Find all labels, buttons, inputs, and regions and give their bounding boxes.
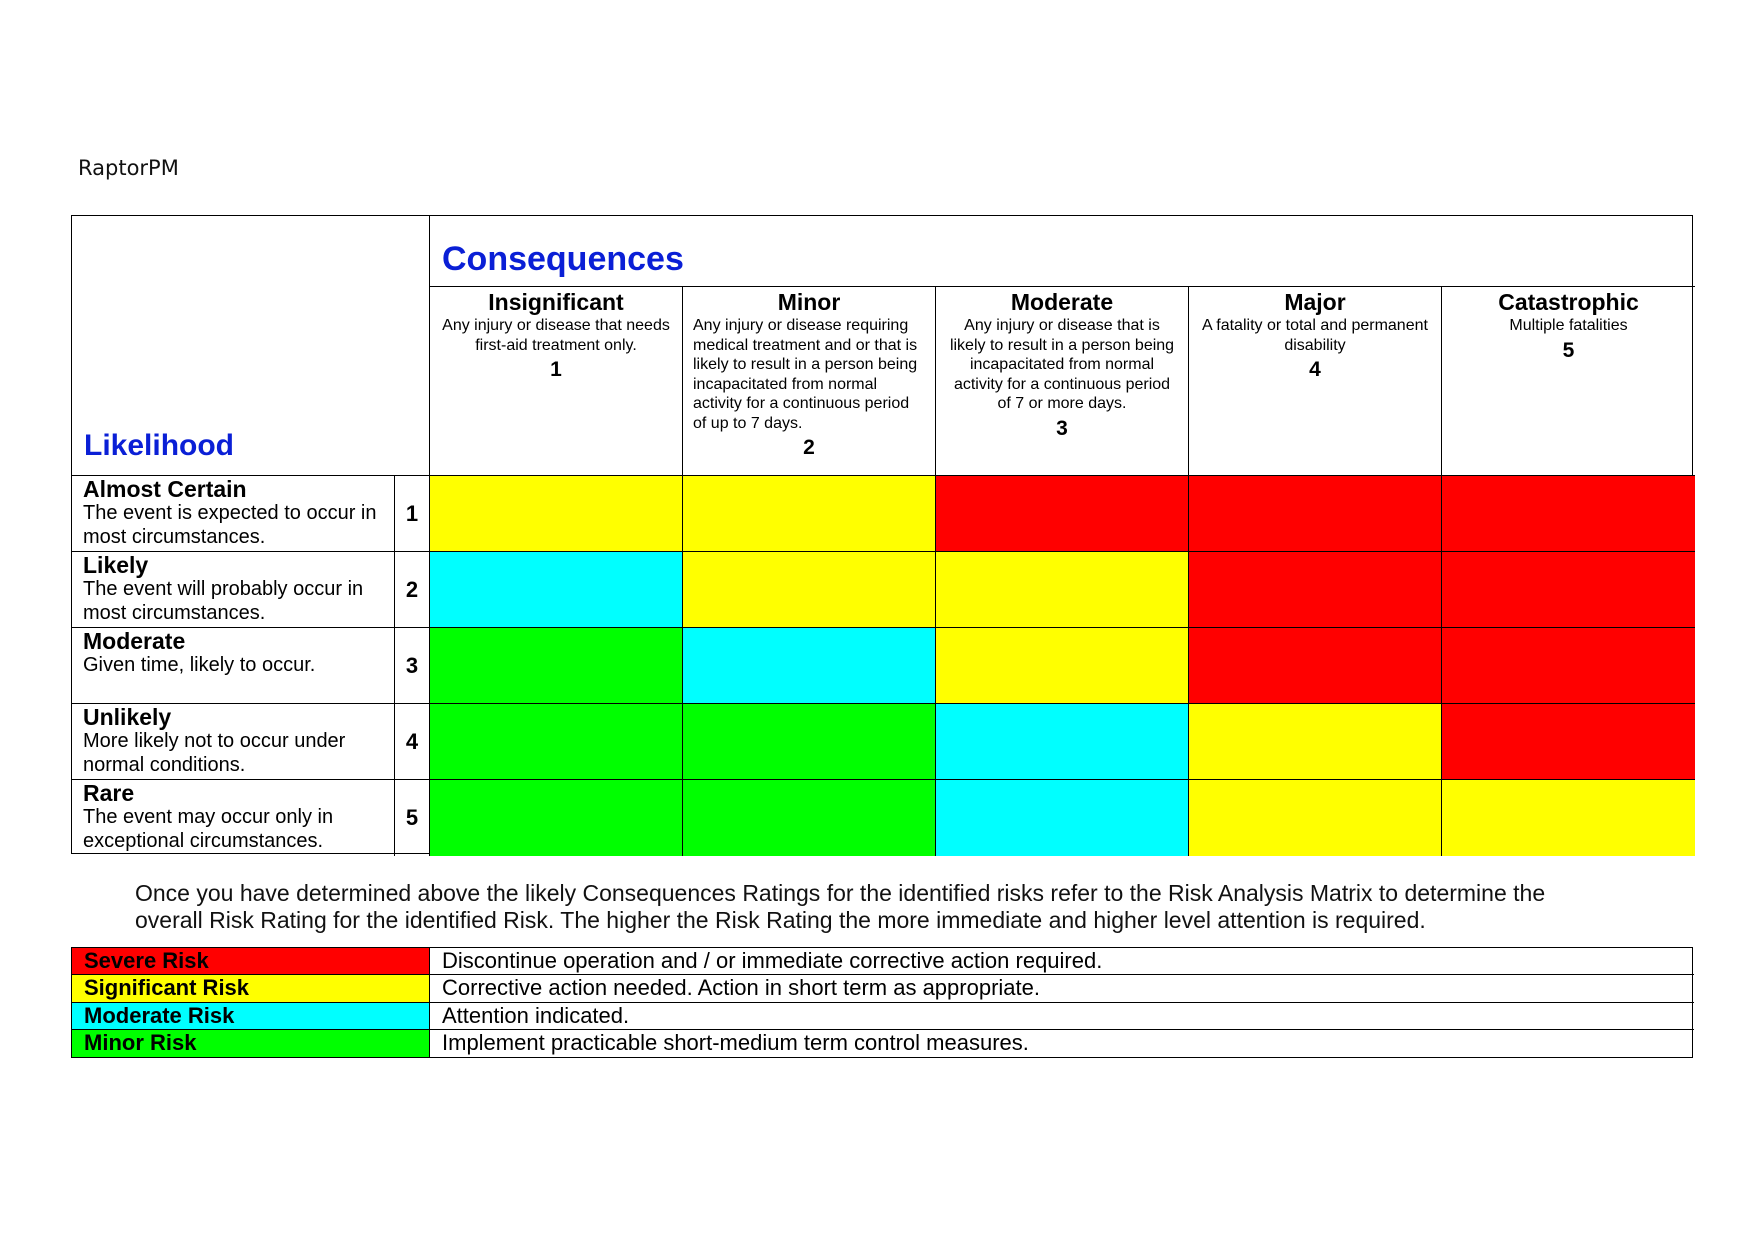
risk-cell-significant (430, 476, 683, 552)
likelihood-title: Likely (83, 552, 149, 578)
likelihood-title: Rare (83, 780, 135, 806)
risk-cell-minor (683, 780, 936, 856)
consequence-description: Any injury or disease that is likely to … (949, 317, 1175, 412)
likelihood-title: Moderate (83, 628, 186, 654)
consequence-header: Catastrophic Multiple fatalities 5 (1442, 287, 1695, 476)
legend-risk-name: Moderate Risk (72, 1002, 430, 1030)
risk-cell-minor (430, 704, 683, 780)
risk-cell-severe (1442, 628, 1695, 704)
likelihood-label: Moderate Given time, likely to occur. (72, 628, 395, 704)
likelihood-label: Almost Certain The event is expected to o… (72, 476, 395, 552)
likelihood-number: 2 (395, 552, 430, 628)
likelihood-description: More likely not to occur under normal co… (83, 730, 346, 776)
legend-risk-action: Corrective action needed. Action in shor… (430, 975, 1694, 1003)
risk-cell-moderate (430, 552, 683, 628)
consequence-title: Catastrophic (1498, 289, 1639, 315)
risk-cell-minor (683, 704, 936, 780)
risk-cell-severe (1189, 628, 1442, 704)
consequence-description: Any injury or disease requiring medical … (693, 317, 918, 432)
risk-cell-minor (430, 780, 683, 856)
risk-cell-significant (683, 476, 936, 552)
likelihood-label: Likely The event will probably occur in m… (72, 552, 395, 628)
risk-cell-severe (1189, 552, 1442, 628)
likelihood-description: Given time, likely to occur. (83, 654, 316, 676)
consequence-header: Insignificant Any injury or disease that … (430, 287, 683, 476)
consequence-number: 3 (1056, 416, 1068, 440)
risk-cell-significant (683, 552, 936, 628)
consequence-number: 2 (803, 436, 815, 459)
legend-risk-name: Minor Risk (72, 1029, 430, 1057)
likelihood-number: 3 (395, 628, 430, 704)
consequence-number: 4 (1309, 358, 1321, 381)
risk-cell-moderate (936, 780, 1189, 856)
matrix-corner: Likelihood (72, 216, 430, 476)
likelihood-description: The event will probably occur in most ci… (83, 578, 364, 624)
likelihood-description: The event may occur only in exceptional … (83, 806, 334, 852)
risk-cell-significant (936, 552, 1189, 628)
consequence-title: Moderate (1010, 289, 1114, 315)
legend-risk-action: Attention indicated. (430, 1003, 1694, 1030)
likelihood-number: 1 (395, 476, 430, 552)
consequence-description: A fatality or total and permanent disabi… (1202, 317, 1428, 354)
legend-risk-name: Significant Risk (72, 975, 430, 1003)
risk-legend-table: Severe Risk Discontinue operation and / o… (71, 947, 1694, 1058)
consequence-number: 5 (1562, 338, 1575, 362)
likelihood-description: The event is expected to occur in most c… (83, 502, 377, 548)
consequence-header: Moderate Any injury or disease that is li… (936, 287, 1189, 476)
risk-cell-moderate (936, 704, 1189, 780)
likelihood-label: Rare The event may occur only in exceptio… (72, 780, 395, 856)
likelihood-label: Unlikely More likely not to occur under n… (72, 704, 395, 780)
risk-cell-significant (1189, 704, 1442, 780)
risk-cell-minor (430, 628, 683, 704)
risk-cell-severe (1442, 476, 1695, 552)
consequence-title: Minor (777, 289, 841, 315)
risk-cell-severe (936, 476, 1189, 552)
likelihood-heading: Likelihood (84, 429, 234, 462)
likelihood-title: Almost Certain (83, 476, 247, 502)
risk-cell-significant (1442, 780, 1695, 856)
risk-cell-severe (1189, 476, 1442, 552)
risk-cell-severe (1442, 552, 1695, 628)
consequence-header: Minor Any injury or disease requiring med… (683, 287, 936, 476)
consequence-title: Insignificant (488, 289, 624, 315)
legend-risk-name: Severe Risk (72, 948, 430, 976)
brand-label: RaptorPM (78, 156, 179, 180)
risk-cell-moderate (683, 628, 936, 704)
risk-cell-severe (1442, 704, 1695, 780)
consequence-description: Multiple fatalities (1509, 317, 1628, 334)
consequences-heading: Consequences (430, 216, 1695, 287)
likelihood-title: Unlikely (83, 704, 172, 730)
legend-risk-action: Implement practicable short-medium term … (442, 1029, 1029, 1055)
consequence-description: Any injury or disease that needs first-a… (442, 317, 670, 354)
consequence-number: 1 (550, 358, 562, 381)
consequence-title: Major (1284, 289, 1346, 315)
instruction-note: Once you have determined above the likel… (135, 880, 1546, 933)
likelihood-number: 4 (395, 704, 430, 780)
risk-matrix-table: Likelihood Consequences Insignificant Any… (71, 215, 1695, 856)
risk-cell-significant (936, 628, 1189, 704)
risk-cell-significant (1189, 780, 1442, 856)
consequence-header: Major A fatality or total and permanent d… (1189, 287, 1442, 476)
likelihood-number: 5 (395, 780, 430, 856)
legend-risk-action: Discontinue operation and / or immediate… (430, 948, 1694, 976)
